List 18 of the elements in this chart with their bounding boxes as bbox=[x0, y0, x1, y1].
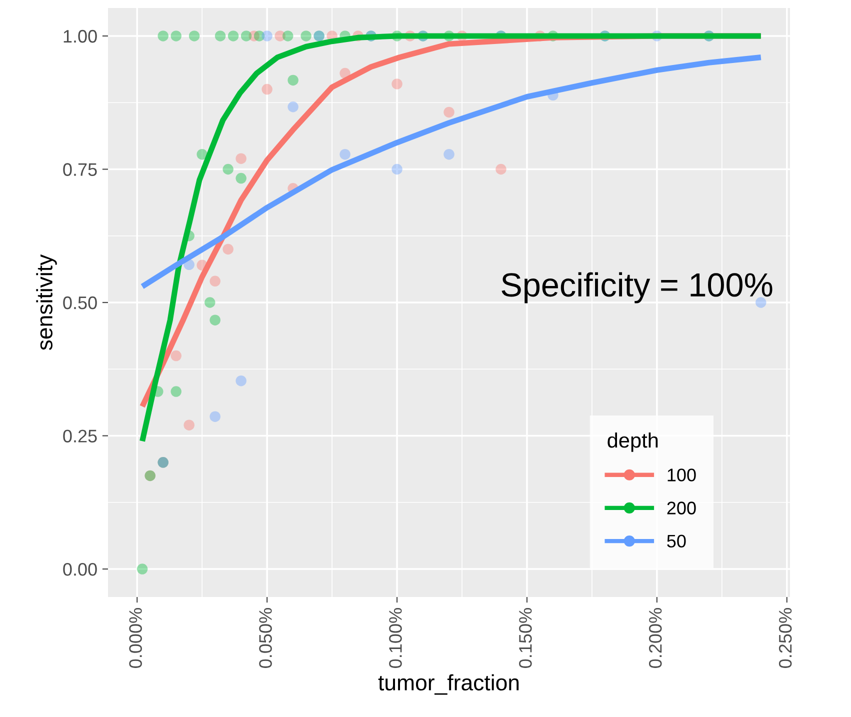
legend-title: depth bbox=[608, 432, 658, 452]
y-tick-label: 1.00 bbox=[64, 30, 97, 43]
legend-label: 200 bbox=[667, 502, 696, 514]
y-tick-label: 0.25 bbox=[63, 430, 97, 442]
y-axis-title: sensitivity bbox=[36, 254, 57, 350]
y-tick-label: 0.00 bbox=[63, 562, 97, 576]
annotation: Specificity = 100% bbox=[502, 272, 772, 304]
y-tick-label: 0.50 bbox=[63, 296, 97, 310]
x-tick-label: 0.000% bbox=[129, 608, 142, 668]
x-tick-label: 0.150% bbox=[519, 608, 532, 668]
legend-label: 100 bbox=[668, 468, 696, 482]
y-tick-label: 0.75 bbox=[63, 163, 97, 176]
x-axis-title: tumor_fraction bbox=[378, 674, 519, 695]
x-tick-label: 0.200% bbox=[648, 608, 662, 668]
legend-label: 50 bbox=[667, 534, 686, 548]
x-tick-label: 0.050% bbox=[259, 608, 272, 668]
x-tick-label: 0.250% bbox=[778, 608, 792, 668]
x-tick-label: 0.100% bbox=[389, 608, 402, 668]
